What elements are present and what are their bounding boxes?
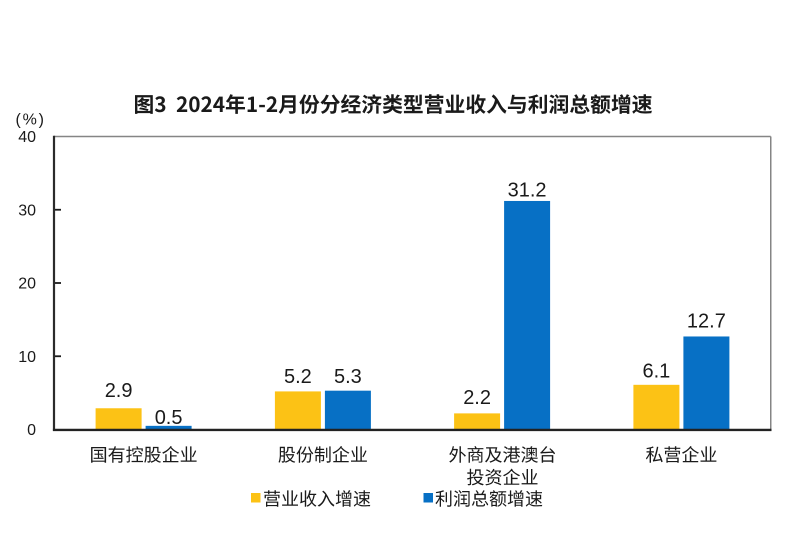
svg-text:0: 0 — [27, 422, 36, 439]
svg-text:30: 30 — [18, 202, 36, 219]
svg-text:0.5: 0.5 — [155, 407, 183, 429]
svg-text:20: 20 — [18, 276, 36, 293]
svg-text:2.2: 2.2 — [463, 387, 491, 409]
svg-text:31.2: 31.2 — [508, 179, 547, 201]
svg-text:5.2: 5.2 — [284, 366, 312, 388]
svg-text:(%): (%) — [16, 111, 46, 128]
svg-text:40: 40 — [18, 129, 36, 146]
svg-text:5.3: 5.3 — [334, 366, 362, 388]
svg-text:10: 10 — [18, 349, 36, 366]
svg-text:12.7: 12.7 — [687, 311, 726, 333]
svg-text:6.1: 6.1 — [642, 361, 670, 383]
svg-text:2.9: 2.9 — [105, 380, 133, 402]
